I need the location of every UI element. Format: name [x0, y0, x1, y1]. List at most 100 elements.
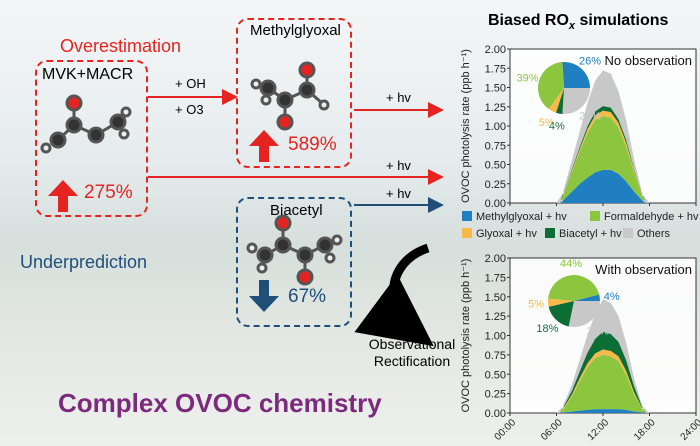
y-tick-label: 1.00 [485, 331, 506, 343]
increase-arrow-icon [48, 180, 78, 212]
pie-slice [548, 274, 600, 301]
hv-label: + hv [386, 186, 411, 201]
chart-0: 0.00 0.25 0.50 0.75 1.00 1.25 1.50 1.75 2.00 OVOC… [460, 44, 697, 210]
panel-title-text: Biased RO [488, 12, 569, 29]
y-tick-label: 2.00 [485, 253, 506, 265]
mvk-molecule-icon [40, 94, 132, 154]
y-tick-label: 1.50 [485, 292, 506, 304]
panel-title-end: simulations [575, 12, 669, 29]
y-axis-label: OVOC photolysis rate (ppb h⁻¹) [460, 259, 472, 413]
y-tick-label: 1.00 [485, 121, 506, 133]
rectification-line-1: Observational [368, 336, 456, 352]
methylglyoxal-label: Methylglyoxal [250, 22, 341, 39]
legend-label: Biacetyl + hv [559, 228, 622, 240]
legend-swatch [462, 211, 472, 221]
y-axis-label: OVOC photolysis rate (ppb h⁻¹) [460, 49, 472, 203]
pie-slice [548, 88, 564, 113]
pie-label: 4% [604, 291, 620, 303]
area-formaldehyde-hv [556, 115, 650, 203]
legend-item: Formaldehyde + hv [590, 211, 699, 223]
x-tick-label: 00:00 [493, 417, 519, 443]
y-tick-label: 1.25 [485, 102, 506, 114]
increase-arrow-icon [249, 130, 279, 162]
y-tick-label: 1.50 [485, 83, 506, 95]
y-tick-label: 0.25 [485, 179, 506, 191]
pie-slice [538, 62, 564, 110]
biacetyl-molecule-icon [246, 214, 343, 286]
pie-label: 4% [549, 120, 565, 132]
legend-label: Methylglyoxal + hv [476, 211, 567, 223]
area-methylglyoxal-hv [556, 409, 650, 413]
precursor-box [35, 60, 148, 217]
legend-item: Methylglyoxal + hv [462, 211, 567, 223]
y-tick-label: 0.75 [485, 140, 506, 152]
legend-swatch [462, 228, 472, 238]
pie-slice [562, 88, 590, 114]
y-tick-label: 0.75 [485, 350, 506, 362]
legend-swatch [623, 228, 633, 238]
pie-slice [562, 62, 590, 88]
y-tick-label: 0.50 [485, 160, 506, 172]
x-tick-label: 24:00 [679, 417, 700, 443]
methylglyoxal-change: 589% [288, 134, 337, 155]
pie-slice [548, 301, 574, 327]
pie-label: 28% [587, 325, 609, 337]
pie-label: 26% [579, 55, 601, 67]
biacetyl-label: Biacetyl [270, 202, 323, 219]
y-tick-label: 1.75 [485, 272, 506, 284]
legend-label: Glyoxal + hv [476, 228, 537, 240]
y-tick-label: 2.00 [485, 44, 506, 56]
hv-label: + hv [386, 158, 411, 173]
biacetyl-change: 67% [288, 286, 327, 307]
legend-item: Glyoxal + hv [462, 228, 537, 240]
pie-slice [568, 301, 600, 327]
pie-label: 26% [579, 111, 601, 123]
panel-title-sub: x [568, 20, 576, 33]
chart-1: 0.00 0.25 0.50 0.75 1.00 1.25 1.50 1.75 2.00 00:0… [460, 253, 700, 443]
rectification-arrow-icon [354, 243, 434, 347]
pie-label: 5% [539, 117, 555, 129]
decrease-arrow-icon [249, 280, 279, 312]
area-formaldehyde-hv [556, 354, 650, 413]
legend-item: Others [623, 228, 671, 240]
area-biacetyl-hv [556, 331, 650, 413]
methylglyoxal-box [236, 18, 352, 168]
y-tick-label: 1.25 [485, 311, 506, 323]
pie-slice [574, 294, 600, 301]
hv-label: + hv [386, 90, 411, 105]
pie-slice [555, 88, 564, 114]
legend-label: Others [637, 228, 671, 240]
x-tick-label: 12:00 [586, 417, 612, 443]
bottom-title: Complex OVOC chemistry [58, 388, 382, 418]
y-tick-label: 0.50 [485, 369, 506, 381]
y-tick-label: 1.75 [485, 63, 506, 75]
pie-slice [548, 298, 574, 307]
oh-label: + OH [175, 76, 206, 91]
precursor-label: MVK+MACR [42, 66, 134, 83]
rectification-line-2: Rectification [373, 353, 451, 369]
precursor-change: 275% [84, 182, 133, 203]
legend-swatch [590, 211, 600, 221]
pie-label: 44% [560, 258, 582, 270]
underprediction-label: Underprediction [20, 252, 148, 272]
overestimation-label: Overestimation [60, 36, 182, 56]
methylglyoxal-molecule-icon [250, 61, 330, 131]
pie-label: 5% [528, 298, 544, 310]
x-tick-label: 06:00 [539, 417, 565, 443]
y-tick-label: 0.00 [485, 408, 506, 420]
panel-title: Biased ROx simulations [488, 12, 668, 32]
legend-label: Formaldehyde + hv [604, 211, 699, 223]
pie-label: 18% [536, 323, 558, 335]
chart-title: No observation [605, 53, 692, 68]
biacetyl-box [236, 197, 352, 327]
area-others [556, 299, 650, 413]
pie-label: 39% [516, 72, 538, 84]
y-tick-label: 0.00 [485, 198, 506, 210]
legend-item: Biacetyl + hv [545, 228, 622, 240]
rectification-label: Observational Rectification [357, 336, 467, 370]
o3-label: + O3 [175, 102, 204, 117]
chart-title: With observation [595, 262, 692, 277]
area-methylglyoxal-hv [556, 169, 650, 203]
y-tick-label: 0.25 [485, 389, 506, 401]
